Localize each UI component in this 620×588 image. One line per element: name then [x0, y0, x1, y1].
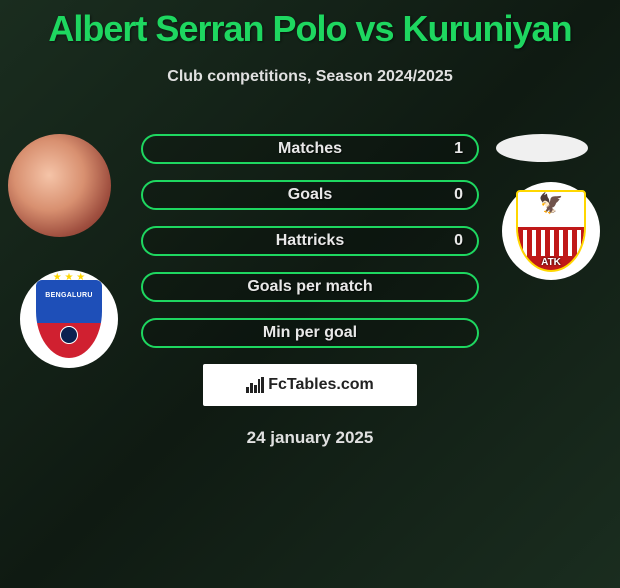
- player-photo-left: [8, 134, 111, 237]
- stat-value-left: 0: [454, 186, 463, 204]
- stat-value-left: 1: [454, 140, 463, 158]
- stat-row-min-per-goal: Min per goal: [141, 318, 479, 348]
- avatar-placeholder: [8, 134, 111, 237]
- stat-label: Goals: [288, 186, 332, 204]
- snapshot-date: 24 january 2025: [0, 428, 620, 448]
- page-title: Albert Serran Polo vs Kuruniyan: [0, 8, 620, 50]
- atk-badge-icon: 🦅 ATK: [516, 190, 586, 272]
- comparison-content: ★ ★ ★ BENGALURU 🦅 ATK Matches 1 Goals 0 …: [0, 134, 620, 448]
- stat-value-left: 0: [454, 232, 463, 250]
- stat-label: Min per goal: [263, 324, 357, 342]
- club-badge-right: 🦅 ATK: [502, 182, 600, 280]
- stat-label: Matches: [278, 140, 342, 158]
- stat-row-matches: Matches 1: [141, 134, 479, 164]
- subtitle: Club competitions, Season 2024/2025: [0, 68, 620, 86]
- bar-chart-icon: [246, 377, 264, 393]
- stat-label: Hattricks: [276, 232, 344, 250]
- player-photo-right: [496, 134, 588, 162]
- stat-row-goals-per-match: Goals per match: [141, 272, 479, 302]
- logo-text: FcTables.com: [268, 376, 374, 394]
- fctables-logo[interactable]: FcTables.com: [203, 364, 417, 406]
- stat-row-goals: Goals 0: [141, 180, 479, 210]
- club-badge-left: ★ ★ ★ BENGALURU: [20, 270, 118, 368]
- bengaluru-fc-badge-icon: ★ ★ ★ BENGALURU: [36, 280, 102, 358]
- stat-label: Goals per match: [247, 278, 372, 296]
- stat-row-hattricks: Hattricks 0: [141, 226, 479, 256]
